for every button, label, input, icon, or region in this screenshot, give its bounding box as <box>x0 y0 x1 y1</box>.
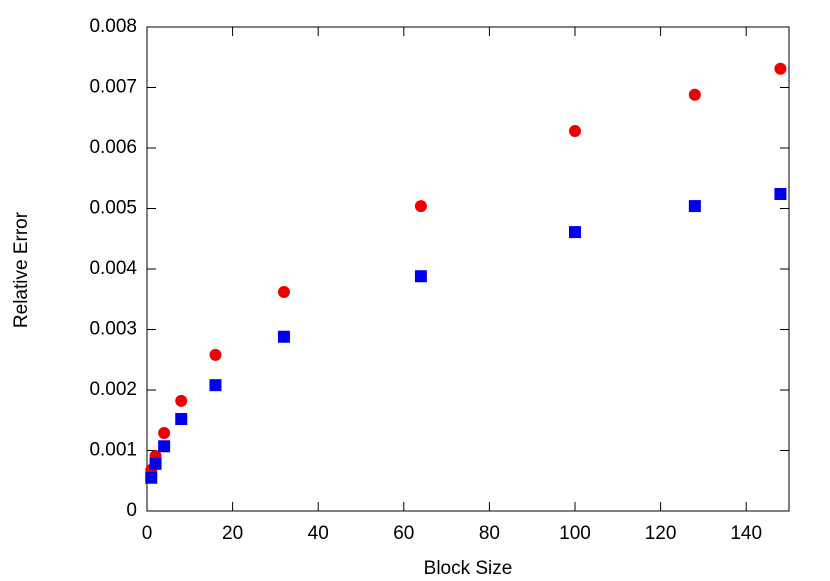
point <box>569 125 581 138</box>
x-axis-label: Block Size <box>424 558 513 579</box>
point <box>158 440 171 453</box>
y-axis-label: Relative Error <box>11 211 32 328</box>
y-tick-label: 0.007 <box>89 77 137 98</box>
y-tick-label: 0.004 <box>89 258 137 279</box>
point <box>145 471 158 484</box>
point <box>414 200 427 213</box>
x-tick-label: 40 <box>308 523 329 544</box>
point <box>209 379 222 392</box>
x-tick-label: 60 <box>393 523 414 544</box>
point <box>688 88 701 101</box>
x-tick-label: 20 <box>222 523 243 544</box>
y-tick-label: 0.001 <box>89 440 137 461</box>
x-tick-label: 100 <box>559 523 591 544</box>
y-tick-label: 0.003 <box>89 319 137 340</box>
point <box>414 270 427 283</box>
x-tick-label: 140 <box>730 523 762 544</box>
point <box>158 426 171 439</box>
y-tick-label: 0.006 <box>89 137 137 158</box>
point <box>277 285 290 298</box>
x-tick-label: 80 <box>479 523 500 544</box>
point <box>774 187 787 200</box>
point <box>175 394 188 407</box>
y-tick-label: 0.005 <box>89 198 137 219</box>
point <box>149 457 162 470</box>
x-tick-label: 0 <box>142 523 153 544</box>
y-tick-label: 0 <box>126 500 137 521</box>
y-tick-label: 0.008 <box>89 16 137 37</box>
point <box>774 62 787 75</box>
point <box>175 413 188 426</box>
x-tick-label: 120 <box>645 523 677 544</box>
point <box>277 330 290 343</box>
point <box>569 226 581 239</box>
point <box>209 348 222 361</box>
point <box>688 200 701 213</box>
y-tick-label: 0.002 <box>89 379 137 400</box>
